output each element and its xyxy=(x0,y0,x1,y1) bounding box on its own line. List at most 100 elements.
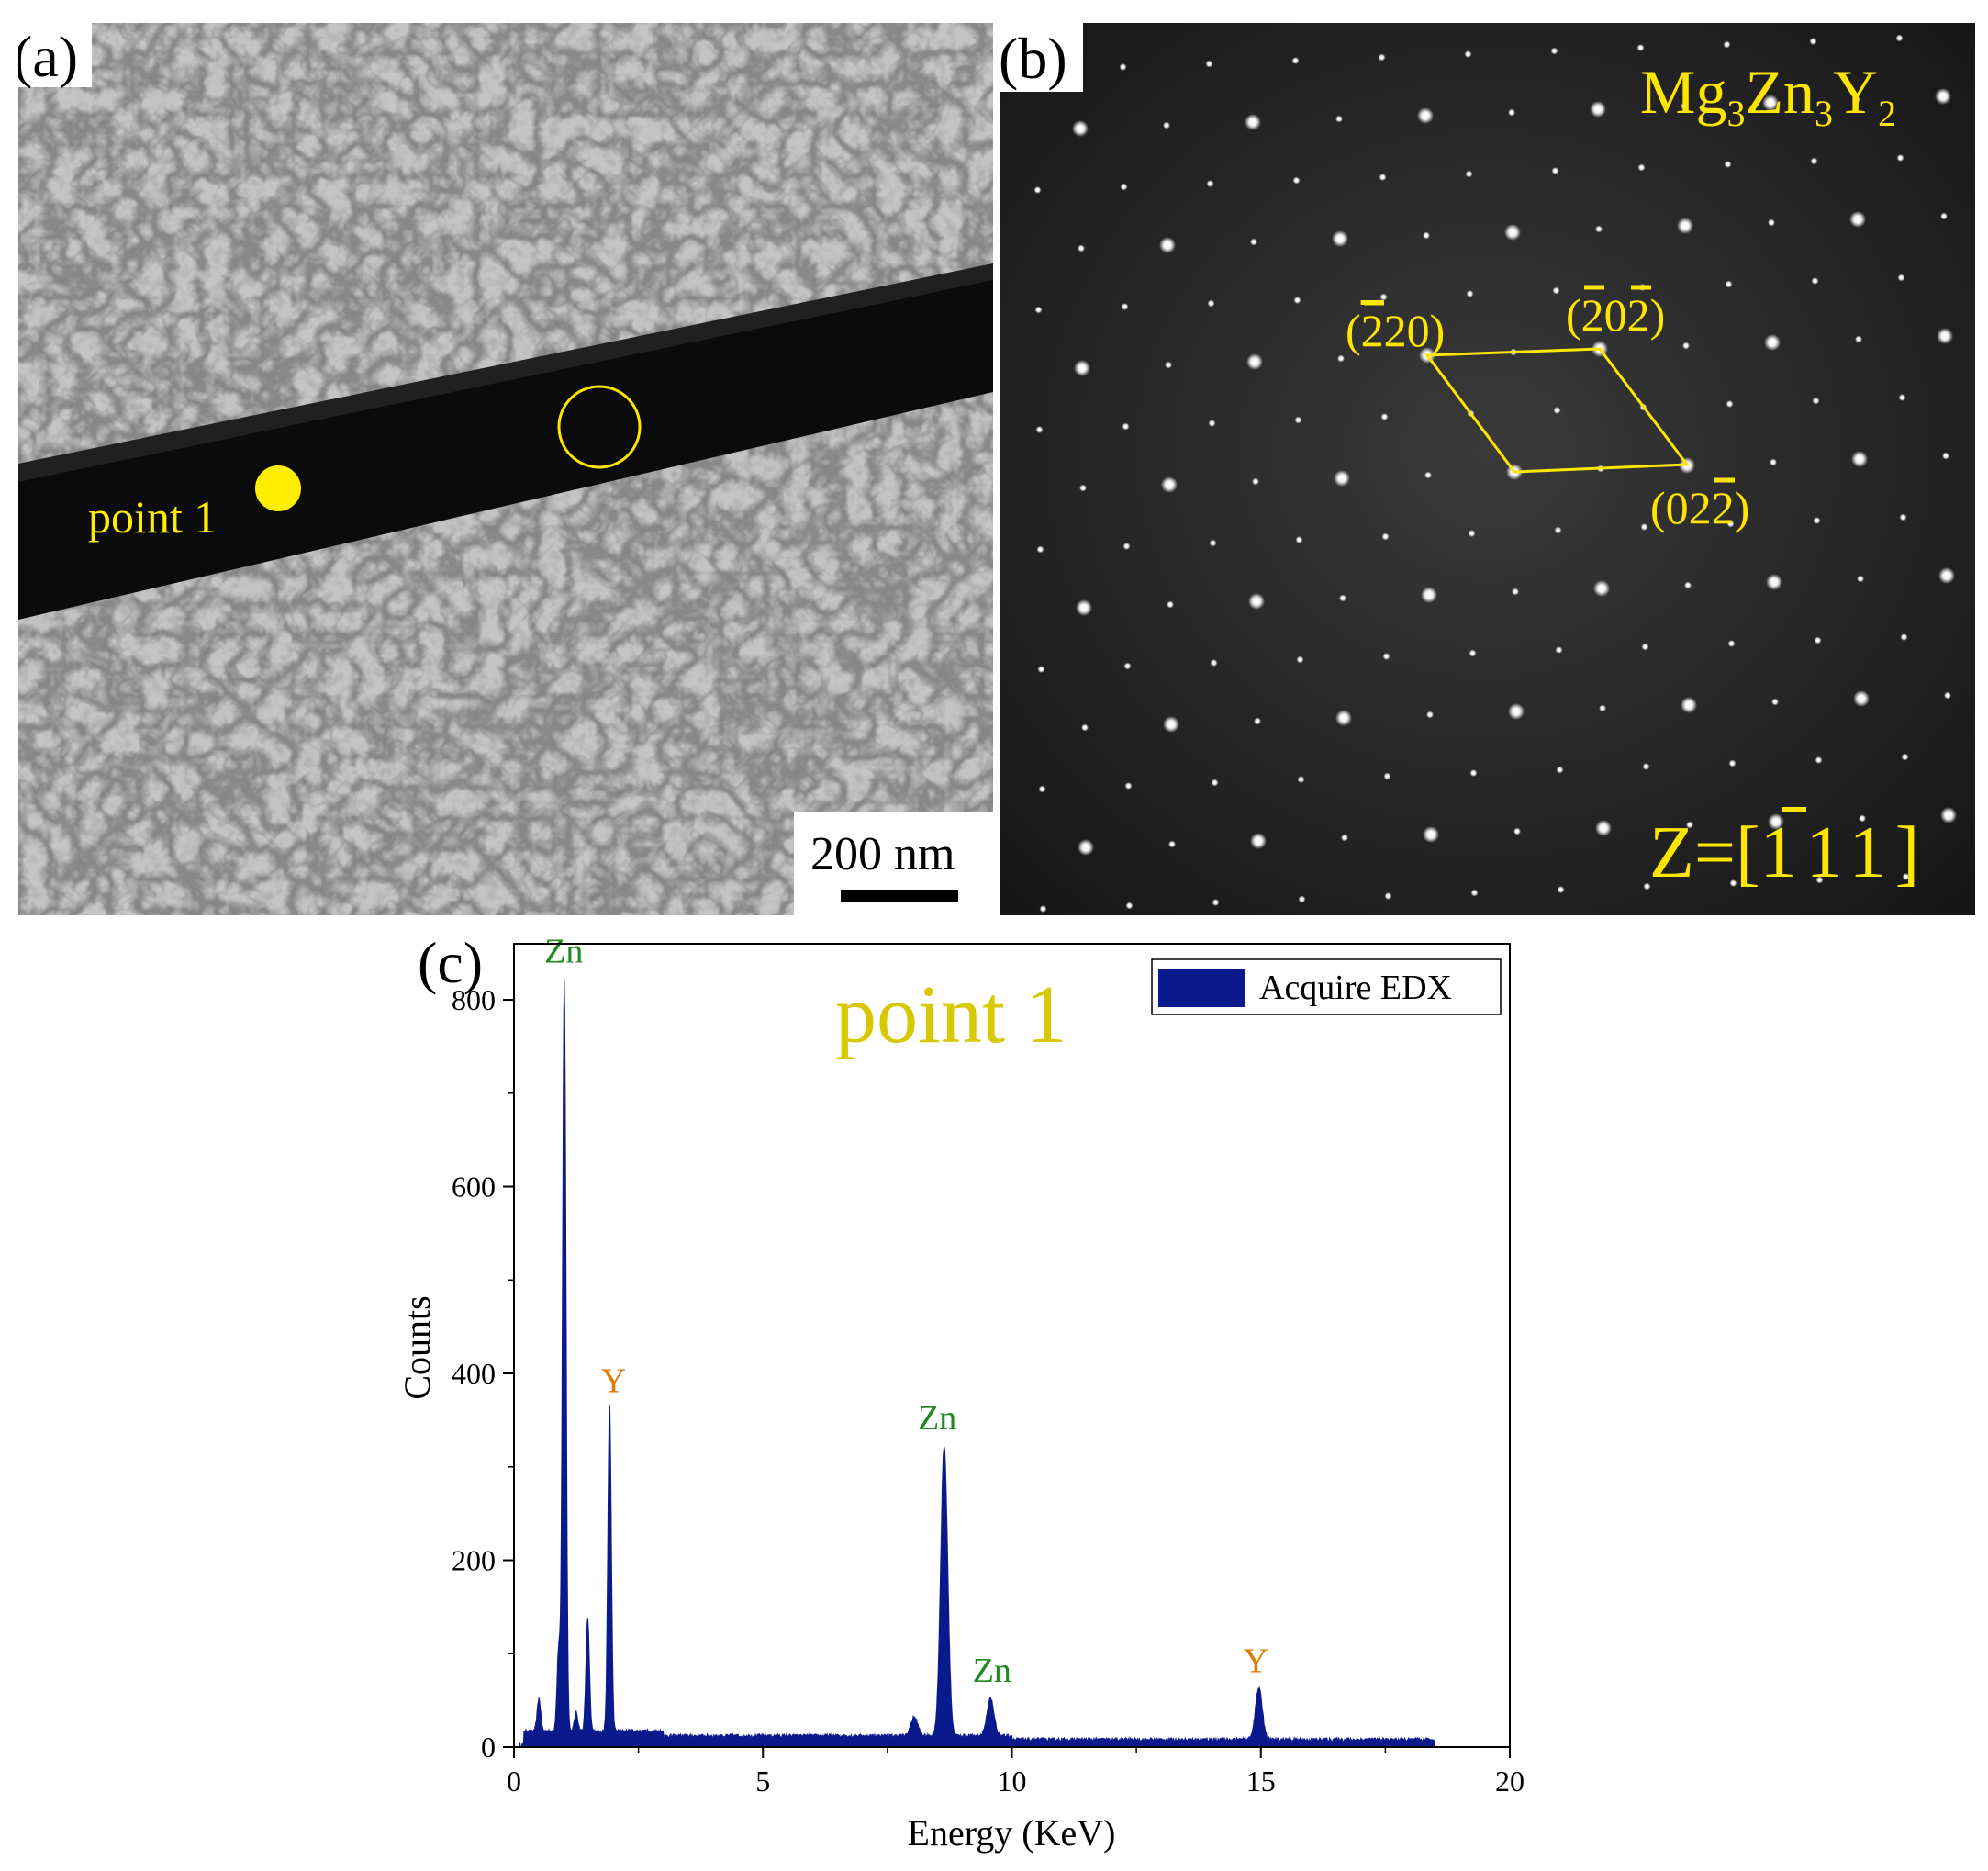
diffraction-spot-weak xyxy=(1341,834,1348,842)
diffraction-spot xyxy=(1245,114,1261,130)
diffraction-spot-weak xyxy=(1725,280,1733,288)
diffraction-spot-weak xyxy=(1595,225,1603,233)
diffraction-spot xyxy=(1074,360,1090,376)
diffraction-spot-weak xyxy=(1901,753,1909,761)
diffraction-spot xyxy=(1248,593,1265,610)
diffraction-spot-weak xyxy=(1855,335,1862,343)
diffraction-spot-weak xyxy=(1383,772,1391,780)
diffraction-spot-weak xyxy=(1380,413,1389,420)
y-tick-label: 800 xyxy=(452,983,496,1016)
diffraction-spot xyxy=(1335,710,1352,726)
diffraction-spot-weak xyxy=(1550,47,1558,55)
diffraction-spot-weak xyxy=(1726,520,1735,528)
diffraction-spot-weak xyxy=(1079,484,1087,492)
diffraction-spot-weak xyxy=(1857,575,1864,583)
diffraction-spot-weak xyxy=(1379,174,1387,181)
diffraction-spot-weak xyxy=(1682,342,1690,350)
diffraction-spot-weak xyxy=(1900,633,1908,641)
diffraction-spot xyxy=(1762,95,1779,111)
y-tick-label: 400 xyxy=(452,1357,496,1390)
diffraction-spot-weak xyxy=(1815,876,1824,884)
diffraction-spot-weak xyxy=(1768,218,1775,227)
diffraction-spot-weak xyxy=(1552,286,1560,295)
series-acquire-edx xyxy=(518,978,1436,1748)
diffraction-spot-weak xyxy=(1771,698,1779,706)
x-tick-label: 10 xyxy=(998,1765,1027,1798)
diffraction-spot-weak xyxy=(1250,238,1257,246)
diffraction-spot-weak xyxy=(1423,231,1430,240)
diffraction-spot-weak xyxy=(1508,108,1515,117)
saed-pattern-panel: (b) Mg3Zn3Y2 (220) (202) (022) Z=[1 11] xyxy=(1000,23,1975,915)
diffraction-spot xyxy=(1764,334,1781,351)
legend-entry: Acquire EDX xyxy=(1259,969,1452,1007)
diffraction-spot xyxy=(1161,476,1178,493)
legend: Acquire EDX xyxy=(1151,958,1502,1015)
diffraction-spot-weak xyxy=(1293,297,1301,304)
diffraction-spot-weak xyxy=(1814,636,1822,644)
phase-y: Y xyxy=(1833,57,1878,127)
panel-c-label: (c) xyxy=(418,930,483,995)
unit-cell-parallelogram xyxy=(1424,347,1690,474)
diffraction-spot-weak xyxy=(1122,543,1131,550)
peak-label-y: Y xyxy=(601,1361,626,1400)
point-1-marker xyxy=(255,465,301,511)
diffraction-spot-weak xyxy=(1252,477,1259,486)
diffraction-spot-weak xyxy=(1642,763,1650,770)
spot-label-m20m2: (202) xyxy=(1566,289,1665,341)
diffraction-spot-weak xyxy=(1035,426,1044,433)
diffraction-spot-weak xyxy=(1211,779,1219,787)
diffraction-spot xyxy=(1504,224,1521,241)
diffraction-spot-weak xyxy=(1379,293,1388,301)
spot-label-02m2: (022) xyxy=(1650,482,1749,533)
diffraction-spot-weak xyxy=(1119,63,1127,71)
panel-b-label: (b) xyxy=(1000,26,1067,91)
diffraction-spot-weak xyxy=(1940,212,1948,220)
diffraction-spot-weak xyxy=(1167,600,1174,609)
diffraction-spot-weak xyxy=(1897,274,1905,282)
scale-bar-text: 200 nm xyxy=(810,828,955,880)
diffraction-spot-weak xyxy=(1426,711,1434,719)
diffraction-spot-weak xyxy=(1038,785,1046,793)
diffraction-spot xyxy=(1250,833,1267,849)
diffraction-spot-weak xyxy=(1121,303,1129,310)
diffraction-spot-weak xyxy=(1815,756,1823,764)
tem-micrograph: point 1 (a) 200 nm xyxy=(18,23,993,915)
diffraction-spot-weak xyxy=(1165,361,1172,369)
diffraction-spot-weak xyxy=(1294,416,1302,424)
diffraction-spot-weak xyxy=(1034,306,1043,314)
diffraction-spot-weak xyxy=(1902,873,1910,880)
diffraction-spot xyxy=(1072,120,1089,137)
diffraction-spot xyxy=(1163,716,1179,733)
diffraction-spot-weak xyxy=(1640,523,1648,531)
phase-label: Mg3Zn3Y2 xyxy=(1640,57,1896,134)
diffraction-spot-weak xyxy=(1465,170,1473,178)
diffraction-spot xyxy=(1768,813,1784,830)
diffraction-spot-weak xyxy=(1210,659,1218,667)
diffraction-spot-weak xyxy=(1681,102,1688,110)
diffraction-spot-weak xyxy=(1296,655,1304,664)
diffraction-spot-weak xyxy=(1078,244,1085,252)
diffraction-spot xyxy=(1677,218,1693,234)
diffraction-spot-weak xyxy=(1212,899,1220,906)
diffraction-spot-weak xyxy=(1513,827,1521,835)
diffraction-spot-weak xyxy=(1378,53,1386,62)
y-tick-label: 0 xyxy=(481,1731,496,1764)
phase-mg: Mg xyxy=(1640,57,1726,127)
diffraction-spot xyxy=(1851,451,1868,467)
diffraction-spot xyxy=(1938,567,1955,584)
diffraction-spot-weak xyxy=(1163,121,1170,129)
diffraction-spot-weak xyxy=(1942,452,1949,460)
x-axis-label: Energy (KeV) xyxy=(908,1812,1116,1854)
spot-label-m220: (220) xyxy=(1346,305,1445,356)
y-tick-label: 600 xyxy=(452,1171,496,1204)
diffraction-spot-weak xyxy=(1335,115,1343,123)
diffraction-spot-weak xyxy=(1896,154,1904,162)
diffraction-spot xyxy=(1937,328,1953,344)
panel-a-label: (a) xyxy=(18,24,78,89)
diffraction-spot xyxy=(1593,580,1610,597)
diffraction-spot-weak xyxy=(1553,407,1561,414)
x-tick-label: 0 xyxy=(507,1765,521,1798)
diffraction-spot-weak xyxy=(1809,38,1817,45)
diffraction-spot-weak xyxy=(1723,40,1731,49)
diffraction-spot-weak xyxy=(1292,176,1301,185)
